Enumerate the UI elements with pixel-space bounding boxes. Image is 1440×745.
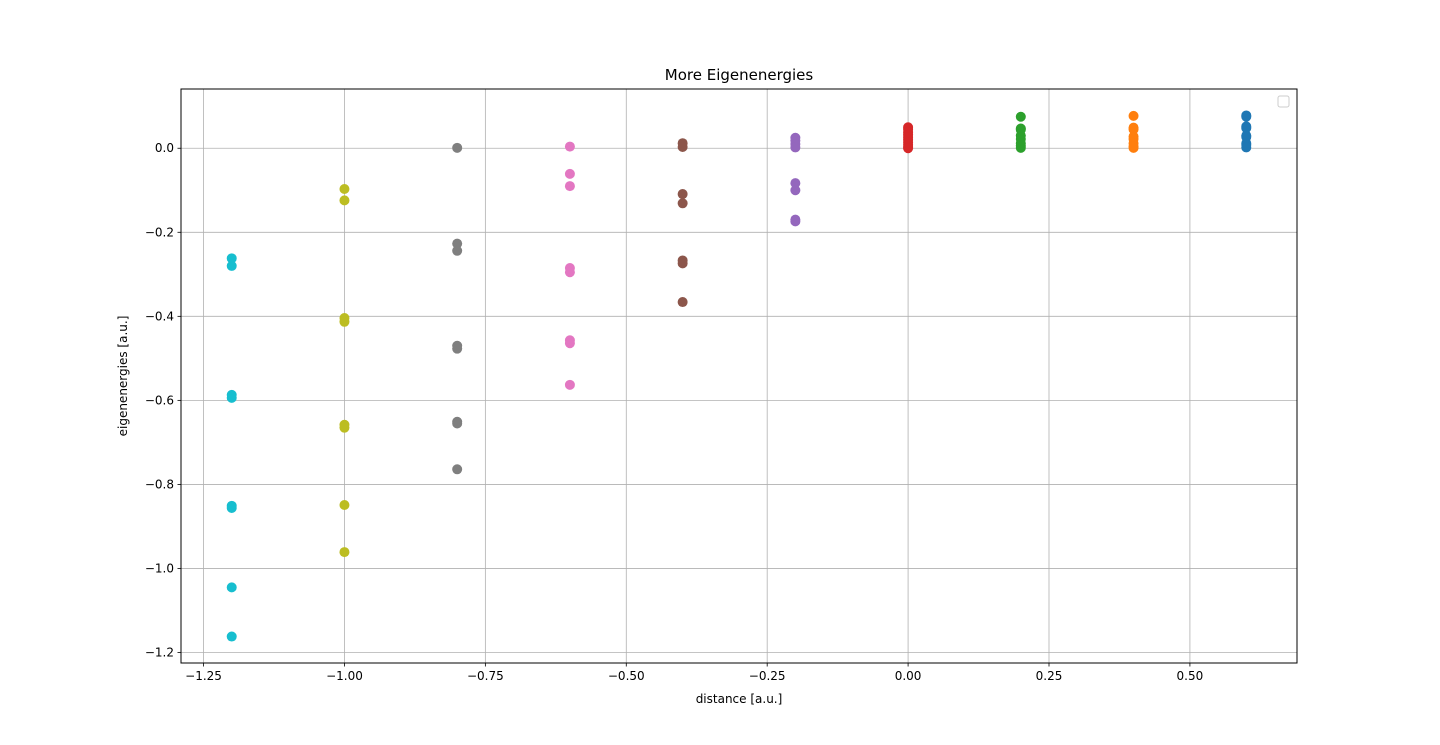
data-point — [564, 379, 575, 390]
data-point — [1241, 123, 1252, 134]
data-point — [790, 185, 801, 196]
data-point — [339, 184, 350, 195]
axis-ticks: −1.25 −1.00 −0.75 −0.50 −0.25 0.00 0.25 0.50 0.0… — [145, 141, 1203, 683]
y-tick-label: −0.4 — [145, 309, 174, 323]
data-point — [677, 198, 688, 209]
y-tick-label: −0.8 — [145, 477, 174, 491]
data-point — [339, 500, 350, 511]
data-point — [226, 392, 237, 403]
plot-frame — [180, 88, 1298, 664]
data-point — [677, 297, 688, 308]
y-axis-label: eigenenergies [a.u.] — [116, 316, 130, 437]
data-point — [226, 631, 237, 642]
x-tick-label: −1.25 — [185, 669, 222, 683]
y-tick-label: −1.2 — [145, 645, 174, 659]
x-tick-label: −0.25 — [749, 669, 786, 683]
data-point — [226, 502, 237, 513]
data-point — [452, 464, 463, 475]
data-point — [226, 260, 237, 271]
data-point — [452, 142, 463, 153]
data-point — [790, 178, 801, 189]
y-tick-label: −1.0 — [145, 561, 174, 575]
x-tick-label: 0.25 — [1036, 669, 1063, 683]
data-point — [564, 181, 575, 192]
data-point — [564, 267, 575, 278]
legend-box — [1277, 95, 1290, 108]
x-tick-label: −1.00 — [326, 669, 363, 683]
data-point — [564, 168, 575, 179]
data-point — [1241, 142, 1252, 153]
y-tick-label: 0.0 — [155, 141, 174, 155]
data-point — [677, 189, 688, 200]
data-point — [452, 418, 463, 429]
x-tick-label: 0.50 — [1177, 669, 1204, 683]
data-point — [1015, 111, 1026, 122]
data-point — [339, 316, 350, 327]
data-point — [226, 582, 237, 593]
data-point — [339, 195, 350, 206]
data-point — [339, 422, 350, 433]
x-tick-label: 0.00 — [895, 669, 922, 683]
data-point — [903, 143, 914, 154]
data-point — [677, 258, 688, 269]
data-point — [790, 142, 801, 153]
data-point — [1241, 111, 1252, 122]
y-tick-label: −0.6 — [145, 393, 174, 407]
chart-title: More Eigenenergies — [665, 66, 814, 84]
data-point — [452, 343, 463, 354]
x-tick-label: −0.50 — [608, 669, 645, 683]
data-points — [226, 110, 1252, 642]
data-point — [1015, 142, 1026, 153]
data-point — [452, 245, 463, 256]
data-point — [1128, 124, 1139, 135]
data-point — [790, 216, 801, 227]
data-point — [452, 238, 463, 249]
x-tick-label: −0.75 — [467, 669, 504, 683]
y-tick-label: −0.2 — [145, 225, 174, 239]
data-point — [226, 253, 237, 264]
data-point — [1128, 110, 1139, 121]
data-point — [677, 141, 688, 152]
data-point — [339, 547, 350, 558]
x-axis-label: distance [a.u.] — [696, 692, 783, 706]
grid — [181, 89, 1297, 663]
data-point — [564, 141, 575, 152]
data-point — [564, 338, 575, 349]
data-point — [1128, 142, 1139, 153]
